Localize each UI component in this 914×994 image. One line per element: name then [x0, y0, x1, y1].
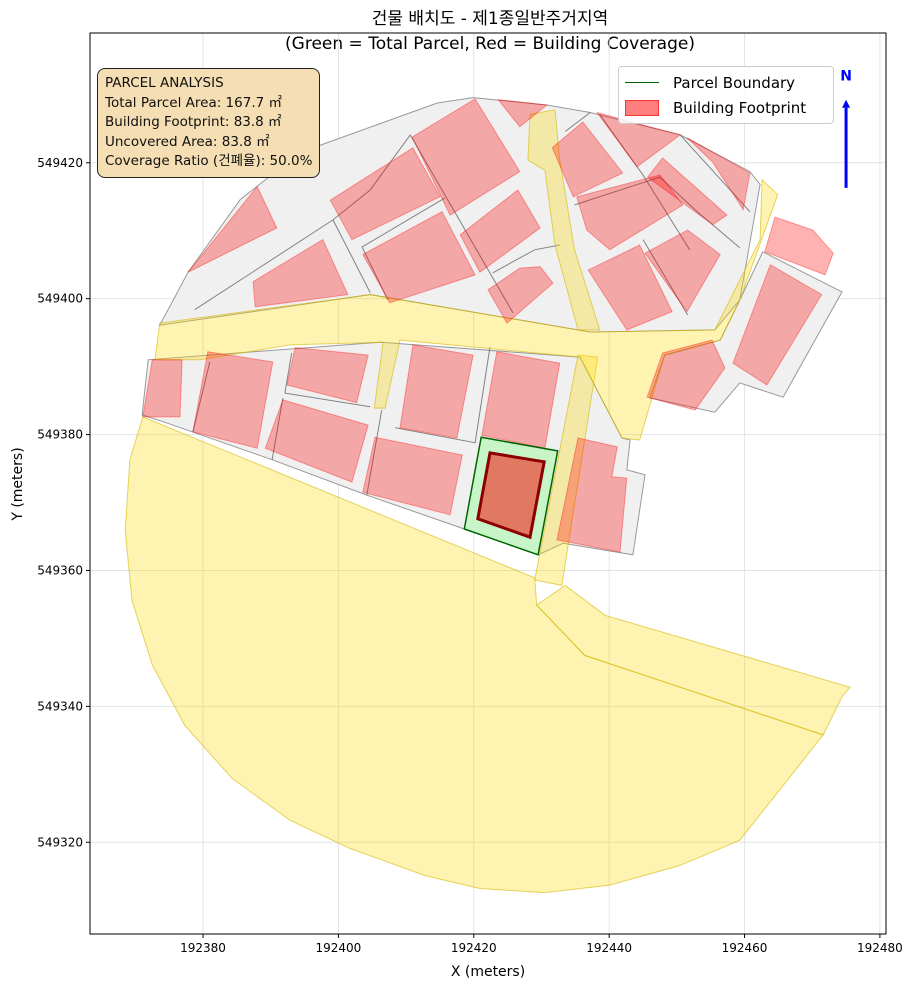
chart-title-line1: 건물 배치도 - 제1종일반주거지역	[372, 9, 608, 29]
context-building	[587, 244, 673, 331]
context-building	[646, 339, 726, 411]
x-tick-label: 192460	[722, 941, 768, 955]
axis-ticks: 192380 192400 192420 192440 192460 192480 5493…	[37, 156, 903, 955]
road	[527, 109, 601, 331]
context-parcel-boundary	[361, 197, 445, 301]
context-parcel-boundary	[271, 397, 284, 460]
context-parcel-boundary	[574, 176, 741, 249]
legend-line-swatch	[625, 82, 659, 83]
legend-label: Parcel Boundary	[673, 73, 796, 92]
context-parcel-boundary	[492, 244, 560, 274]
x-tick-label: 192420	[451, 941, 497, 955]
context-building	[644, 229, 721, 313]
context-building	[329, 147, 441, 241]
context-parcel-boundary	[409, 134, 514, 314]
legend-item-building: Building Footprint	[625, 95, 827, 120]
context-building	[362, 436, 463, 516]
context-parcel-boundary	[194, 134, 411, 311]
context-building	[459, 189, 541, 273]
context-parcel-boundary	[192, 361, 211, 433]
north-label: N	[840, 68, 852, 84]
x-tick-label: 192440	[586, 941, 632, 955]
road	[534, 354, 599, 586]
context-building	[192, 351, 274, 449]
context-building	[576, 174, 684, 251]
analysis-footprint: Building Footprint: 83.8 ㎡	[105, 114, 282, 130]
context-building	[286, 347, 369, 404]
parcel-analysis-box: PARCEL ANALYSIS Total Parcel Area: 167.7…	[97, 68, 321, 178]
context-parcel-boundary	[642, 239, 689, 316]
context-building	[264, 399, 369, 483]
context-building	[497, 98, 549, 128]
analysis-header: PARCEL ANALYSIS	[105, 75, 224, 91]
context-building	[187, 185, 278, 273]
analysis-uncovered: Uncovered Area: 83.8 ㎡	[105, 133, 270, 150]
context-parcel-boundary	[284, 352, 371, 408]
analysis-total-area: Total Parcel Area: 167.7 ㎡	[105, 94, 282, 111]
context-parcel-boundary	[332, 219, 371, 293]
y-tick-label: 549400	[37, 292, 83, 306]
axes-frame	[89, 32, 887, 935]
y-tick-label: 549360	[37, 563, 83, 577]
context-parcel-boundary	[366, 410, 383, 496]
context-building	[646, 157, 728, 226]
plot-layers: N	[124, 68, 852, 894]
y-tick-label: 549320	[37, 835, 83, 849]
context-building	[399, 344, 474, 439]
context-building	[487, 266, 554, 324]
legend: Parcel Boundary Building Footprint	[618, 66, 834, 124]
x-tick-label: 192400	[316, 941, 362, 955]
context-parcel-boundary	[679, 134, 751, 213]
context-parcel-boundary	[564, 112, 591, 132]
target-building	[476, 451, 546, 540]
y-axis-label: Y (meters)	[10, 447, 26, 521]
legend-item-parcel: Parcel Boundary	[625, 70, 827, 95]
context-building	[252, 238, 349, 308]
road	[535, 584, 852, 736]
context-building	[732, 263, 823, 386]
legend-label: Building Footprint	[673, 98, 807, 117]
x-tick-label: 192380	[180, 941, 226, 955]
context-building	[686, 137, 751, 212]
context-parcel-boundary	[599, 114, 691, 251]
y-tick-label: 549340	[37, 699, 83, 713]
context-building	[556, 437, 628, 553]
x-tick-label: 192480	[857, 941, 903, 955]
context-parcel-boundary	[395, 346, 491, 444]
context-building	[764, 216, 834, 276]
y-tick-label: 549380	[37, 428, 83, 442]
legend-patch-swatch	[625, 99, 659, 116]
x-axis-label: X (meters)	[451, 964, 525, 980]
context-building	[362, 211, 476, 304]
context-building	[142, 359, 183, 418]
analysis-coverage: Coverage Ratio (건폐율): 50.0%	[105, 153, 313, 169]
context-building	[551, 121, 624, 198]
context-building	[411, 98, 521, 216]
y-tick-label: 549420	[37, 156, 83, 170]
north-arrow-head-icon	[842, 99, 851, 108]
road	[154, 178, 779, 441]
chart-title-line2: (Green = Total Parcel, Red = Building Co…	[285, 34, 695, 54]
